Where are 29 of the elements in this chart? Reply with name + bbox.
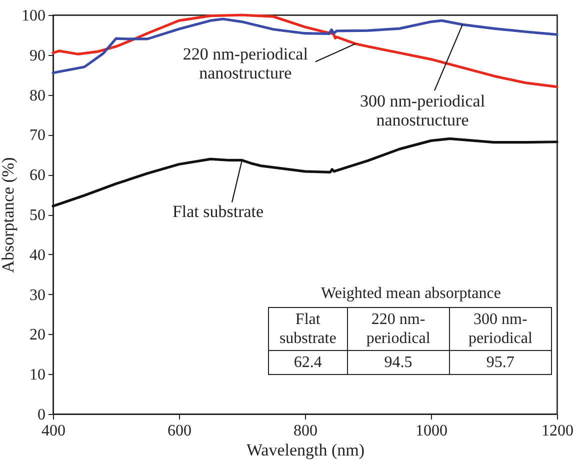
annotation: 94.5: [347, 350, 450, 374]
annotation: 220 nm-periodical: [347, 308, 450, 350]
x-tick-label: 1200: [542, 422, 574, 440]
annotation: Flat substrate: [268, 308, 348, 350]
annotation: 300 nm-periodical nanostructure: [360, 92, 486, 130]
y-tick-label: 60: [30, 167, 46, 184]
y-tick-label: 0: [38, 406, 46, 424]
annotation: Flat substrate: [172, 202, 264, 222]
annotation: Weighted mean absorptance: [320, 285, 502, 303]
y-tick-label: 40: [30, 246, 46, 264]
y-tick-label: 80: [30, 87, 46, 104]
y-tick-label: 90: [30, 47, 46, 64]
y-tick-label: 10: [30, 366, 46, 384]
x-axis-title: Wavelength (nm): [246, 440, 365, 460]
x-tick-label: 400: [42, 422, 66, 440]
line-series: [52, 14, 558, 88]
x-tick-label: 600: [168, 422, 192, 440]
y-tick-label: 20: [30, 326, 46, 344]
x-tick-label: 1000: [416, 422, 448, 440]
y-tick-label: 100: [22, 8, 46, 24]
annotation: 62.4: [268, 350, 348, 374]
annotation: 300 nm-periodical: [449, 308, 552, 350]
y-tick-label: 70: [30, 127, 46, 144]
x-tick-label: 800: [294, 422, 318, 440]
annotation: 220 nm-periodical nanostructure: [182, 44, 308, 83]
annotation: 95.7: [449, 350, 552, 374]
y-tick-label: 50: [30, 207, 46, 224]
y-tick-label: 30: [30, 286, 46, 304]
y-axis-title: Absorptance (%): [0, 157, 18, 273]
